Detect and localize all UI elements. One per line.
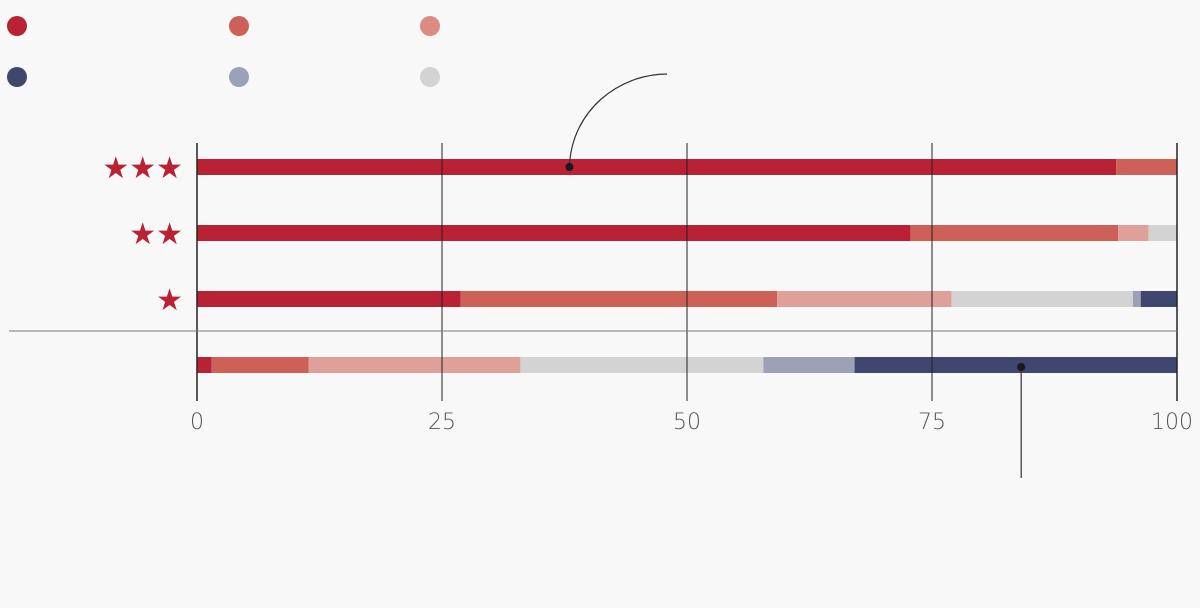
bar-segment-row1-seg1 — [197, 159, 1117, 175]
bar-segment-row4-seg4 — [520, 357, 764, 373]
bar-segment-row3-seg3 — [777, 291, 952, 307]
bar-segment-row2-seg4 — [1148, 225, 1177, 241]
bar-segment-row2-seg3 — [1118, 225, 1149, 241]
tick-label-0: 0 — [190, 410, 204, 435]
annotation-dot-1 — [565, 163, 574, 171]
bar-segment-row3-seg5 — [1132, 291, 1141, 307]
annotations — [565, 73, 1026, 478]
legend-swatch-6 — [420, 67, 440, 87]
tick-label-75: 75 — [918, 410, 946, 435]
legend-swatch-1 — [7, 16, 27, 36]
bar-segment-row3-seg1 — [197, 291, 461, 307]
category-label-3: ★ — [156, 283, 183, 318]
bar-segment-row2-seg1 — [197, 225, 911, 241]
bars — [197, 159, 1177, 373]
bar-segment-row4-seg3 — [308, 357, 521, 373]
bar-segment-row1-seg2 — [1116, 159, 1177, 175]
tick-label-50: 50 — [673, 410, 701, 435]
legend-swatch-5 — [229, 67, 249, 87]
bar-segment-row4-seg1 — [197, 357, 212, 373]
bar-segment-row2-seg2 — [910, 225, 1119, 241]
annotation-leader-1 — [568, 73, 668, 168]
legend-swatch-3 — [420, 16, 440, 36]
bar-segment-row4-seg5 — [763, 357, 855, 373]
legend — [7, 16, 440, 87]
category-label-1: ★★★ — [102, 151, 183, 186]
tick-label-25: 25 — [428, 410, 456, 435]
bar-segment-row3-seg2 — [460, 291, 778, 307]
category-labels: ★★★★★★ — [102, 151, 183, 318]
legend-swatch-2 — [229, 16, 249, 36]
bar-segment-row3-seg6 — [1140, 291, 1177, 307]
category-label-2: ★★ — [129, 217, 183, 252]
bar-segment-row4-seg2 — [211, 357, 309, 373]
tick-label-100: 100 — [1151, 410, 1193, 435]
legend-swatch-4 — [7, 67, 27, 87]
bar-segment-row4-seg6 — [854, 357, 1177, 373]
gridlines — [196, 143, 1178, 401]
x-axis-tick-labels: 0 25 50 75 100 — [190, 410, 1193, 435]
annotation-dot-2 — [1017, 363, 1026, 371]
bar-segment-row3-seg4 — [951, 291, 1133, 307]
